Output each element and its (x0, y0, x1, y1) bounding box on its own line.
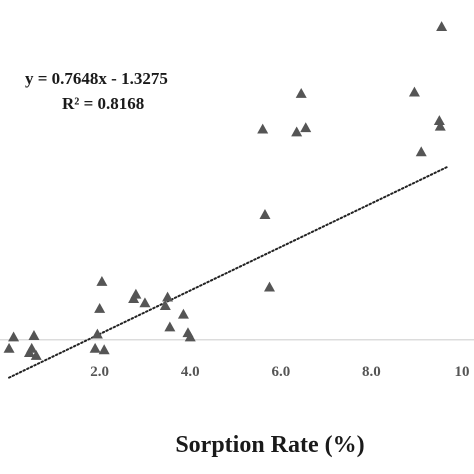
data-point (164, 321, 176, 332)
data-point (415, 146, 427, 157)
x-axis-title: Sorption Rate (%) (175, 432, 364, 458)
x-tick-label: 4.0 (181, 364, 200, 380)
x-tick-label: 10 (455, 364, 470, 380)
data-point (433, 115, 445, 125)
data-point (139, 297, 151, 308)
data-point (162, 291, 174, 302)
data-point (264, 281, 275, 292)
data-point (259, 209, 271, 219)
data-point (89, 342, 101, 353)
data-points (3, 21, 448, 360)
data-point (26, 342, 38, 353)
data-point (291, 126, 303, 137)
data-point (159, 300, 171, 311)
data-point (184, 331, 196, 342)
data-point (257, 123, 269, 134)
x-tick-labels: 2.0 4.0 6.0 8.0 10 (90, 364, 469, 380)
data-point (436, 21, 448, 32)
trendline-equation: y = 0.7648x - 1.3275 (25, 69, 168, 88)
data-point (96, 275, 108, 286)
x-tick-label: 6.0 (271, 364, 290, 380)
data-point (30, 349, 42, 360)
data-point (295, 88, 307, 98)
x-tick-label: 8.0 (362, 364, 381, 380)
data-point (434, 120, 446, 131)
data-point (94, 303, 106, 313)
data-point (28, 330, 40, 340)
data-point (91, 328, 103, 339)
data-point (300, 122, 312, 133)
x-tick-label: 2.0 (90, 364, 109, 380)
data-point (8, 331, 20, 342)
data-point (408, 86, 420, 97)
r-squared-label: R² = 0.8168 (62, 94, 144, 113)
data-point (98, 344, 110, 355)
trendline (8, 165, 450, 379)
data-point (130, 288, 142, 299)
data-point (3, 342, 15, 353)
data-point (177, 308, 189, 319)
